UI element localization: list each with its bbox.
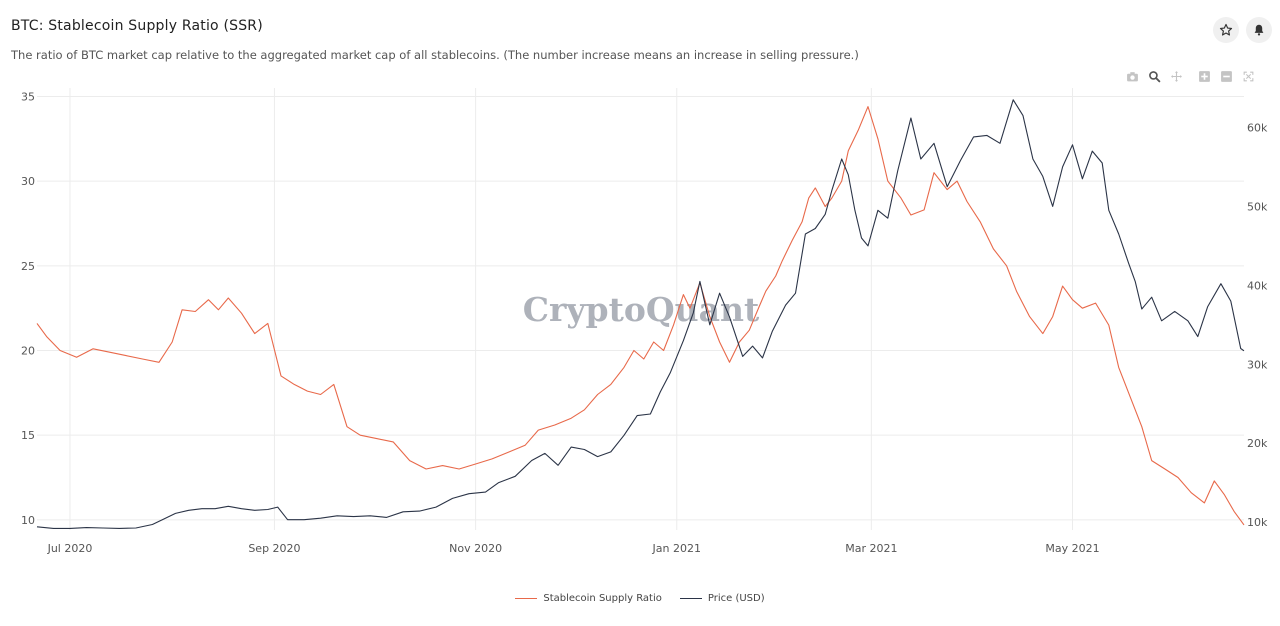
price-line[interactable] xyxy=(36,99,1245,529)
bell-icon xyxy=(1254,24,1264,36)
y-left-tick-label: 30 xyxy=(21,175,35,188)
legend: Stablecoin Supply Ratio Price (USD) xyxy=(0,593,1280,604)
ssr-line[interactable] xyxy=(36,106,1245,526)
axes: Jul 2020 Sep 2020 Nov 2020 Jan 2021 Mar 2021… xyxy=(21,90,1268,555)
x-tick-label: Jan 2021 xyxy=(652,542,701,555)
download-button[interactable] xyxy=(1124,68,1140,84)
x-tick-label: Nov 2020 xyxy=(449,542,502,555)
y-right-tick-label: 20k xyxy=(1247,437,1268,450)
watermark: CryptoQuant xyxy=(523,290,760,329)
y-left-tick-label: 35 xyxy=(21,90,35,103)
zoom-in-icon xyxy=(1198,70,1210,82)
series xyxy=(36,99,1245,529)
legend-label-price: Price (USD) xyxy=(707,593,765,604)
legend-label-ssr: Stablecoin Supply Ratio xyxy=(543,593,662,604)
chart-toolbar xyxy=(1124,68,1256,84)
zoom-out-button[interactable] xyxy=(1218,68,1234,84)
zoom-in-button[interactable] xyxy=(1196,68,1212,84)
page-title: BTC: Stablecoin Supply Ratio (SSR) xyxy=(11,18,263,34)
autoscale-icon xyxy=(1243,71,1253,81)
y-left-tick-label: 10 xyxy=(21,514,35,527)
y-left-tick-label: 15 xyxy=(21,429,35,442)
x-tick-label: Mar 2021 xyxy=(845,542,897,555)
camera-icon xyxy=(1126,71,1138,81)
y-left-tick-label: 20 xyxy=(21,344,35,357)
legend-swatch-price xyxy=(679,598,702,599)
legend-item-ssr[interactable]: Stablecoin Supply Ratio xyxy=(515,593,662,604)
autoscale-button[interactable] xyxy=(1240,68,1256,84)
y-right-tick-label: 10k xyxy=(1247,516,1268,529)
y-right-tick-label: 40k xyxy=(1247,279,1268,292)
page-subtitle: The ratio of BTC market cap relative to … xyxy=(11,48,859,62)
x-tick-label: Jul 2020 xyxy=(47,542,93,555)
y-left-tick-label: 25 xyxy=(21,260,35,273)
grid xyxy=(37,88,1244,530)
pan-button[interactable] xyxy=(1168,68,1184,84)
legend-item-price[interactable]: Price (USD) xyxy=(679,593,765,604)
zoom-button[interactable] xyxy=(1146,68,1162,84)
x-tick-label: May 2021 xyxy=(1045,542,1099,555)
star-icon xyxy=(1219,23,1233,36)
legend-swatch-ssr xyxy=(515,598,538,599)
favorite-button[interactable] xyxy=(1213,17,1239,43)
y-right-tick-label: 60k xyxy=(1247,121,1268,134)
pan-icon xyxy=(1170,70,1182,82)
zoom-icon xyxy=(1148,70,1160,82)
y-right-tick-label: 50k xyxy=(1247,200,1268,213)
x-tick-label: Sep 2020 xyxy=(248,542,300,555)
alert-button[interactable] xyxy=(1246,17,1272,43)
zoom-out-icon xyxy=(1220,70,1232,82)
y-right-tick-label: 30k xyxy=(1247,358,1268,371)
